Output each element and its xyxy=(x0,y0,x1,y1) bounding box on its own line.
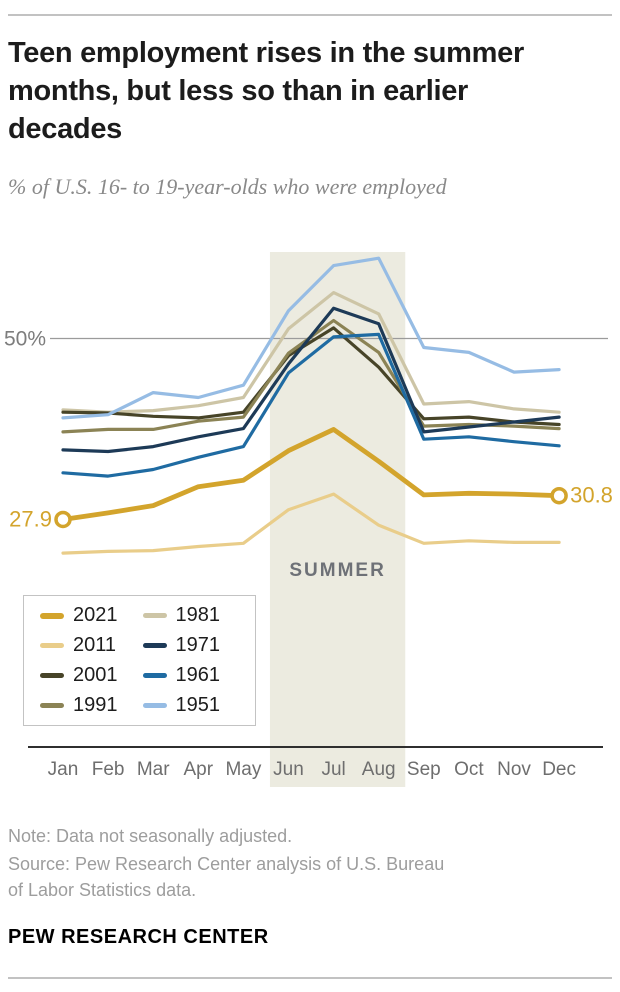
legend-item-1971: 1971 xyxy=(142,634,246,657)
line-series-2021 xyxy=(60,426,562,522)
start-marker xyxy=(54,510,72,529)
legend-label-1981: 1981 xyxy=(175,604,221,626)
legend-item-1951: 1951 xyxy=(142,694,246,717)
legend-item-1961: 1961 xyxy=(142,664,246,687)
x-axis-label-aug: Aug xyxy=(362,759,396,780)
x-axis-label-may: May xyxy=(225,759,261,780)
title-line: months, but less so than in earlier xyxy=(8,75,469,107)
legend-label-2021: 2021 xyxy=(73,604,118,626)
line-series-2001 xyxy=(61,326,561,427)
legend-swatch-1981 xyxy=(142,613,167,618)
title-line: Teen employment rises in the summer xyxy=(8,37,524,69)
legend-item-1981: 1981 xyxy=(142,604,246,627)
title-line: decades xyxy=(8,113,122,145)
gridline-label: 50% xyxy=(4,328,46,351)
legend-swatch-2021 xyxy=(40,612,64,619)
x-axis-label-nov: Nov xyxy=(497,759,531,780)
legend-item-2001: 2001 xyxy=(40,664,143,687)
x-axis-label-apr: Apr xyxy=(184,759,214,780)
page-title: Teen employment rises in the summer mont… xyxy=(8,34,608,148)
legend-label-2011: 2011 xyxy=(73,634,117,656)
legend-label-1951: 1951 xyxy=(175,694,221,716)
x-axis-label-feb: Feb xyxy=(92,759,125,780)
x-axis-label-dec: Dec xyxy=(542,759,576,780)
chart-subtitle: % of U.S. 16- to 19-year-olds who were e… xyxy=(8,174,447,199)
legend-label-1991: 1991 xyxy=(73,694,118,716)
x-axis-label-sep: Sep xyxy=(407,759,441,780)
legend-swatch-1991 xyxy=(40,703,64,708)
x-axis-label-jun: Jun xyxy=(273,759,304,780)
legend-swatch-1951 xyxy=(142,703,167,708)
start-value-label: 27.9 xyxy=(9,506,52,531)
legend: 2021 1981 2011 1971 2001 1961 1991 1951 xyxy=(23,595,256,726)
legend-label-2001: 2001 xyxy=(73,664,118,686)
end-marker xyxy=(550,486,568,505)
line-series-1981 xyxy=(61,290,561,414)
end-value-label: 30.8 xyxy=(570,483,613,508)
bottom-divider xyxy=(8,977,612,979)
source-line: Source: Pew Research Center analysis of … xyxy=(8,854,445,874)
legend-item-2021: 2021 xyxy=(40,604,143,627)
source-line: of Labor Statistics data. xyxy=(8,880,197,900)
line-series-1961 xyxy=(61,332,561,478)
line-series-2011 xyxy=(61,492,561,555)
legend-swatch-1971 xyxy=(142,643,167,648)
chart-source: Source: Pew Research Center analysis of … xyxy=(8,851,608,903)
line-series-1971 xyxy=(61,306,561,454)
legend-item-2011: 2011 xyxy=(40,634,143,657)
legend-item-1991: 1991 xyxy=(40,694,143,717)
x-axis-label-mar: Mar xyxy=(137,759,170,780)
top-divider xyxy=(8,14,612,16)
legend-swatch-1961 xyxy=(142,673,167,678)
line-series-1951 xyxy=(61,256,561,420)
x-axis-label-jul: Jul xyxy=(321,759,345,780)
legend-label-1971: 1971 xyxy=(175,634,221,656)
x-axis-label-oct: Oct xyxy=(454,759,484,780)
employment-line-chart: 50% 27.9 30.8 SUMMER Jan Feb Mar Apr May Jun Jul Au… xyxy=(4,252,613,787)
legend-label-1961: 1961 xyxy=(175,664,221,686)
summer-label: SUMMER xyxy=(289,560,385,581)
legend-swatch-2011 xyxy=(40,643,64,648)
chart-note: Note: Data not seasonally adjusted. xyxy=(8,826,293,846)
x-axis-label-jan: Jan xyxy=(48,759,79,780)
legend-swatch-2001 xyxy=(40,673,64,678)
brand-footer: PEW RESEARCH CENTER xyxy=(8,926,269,948)
